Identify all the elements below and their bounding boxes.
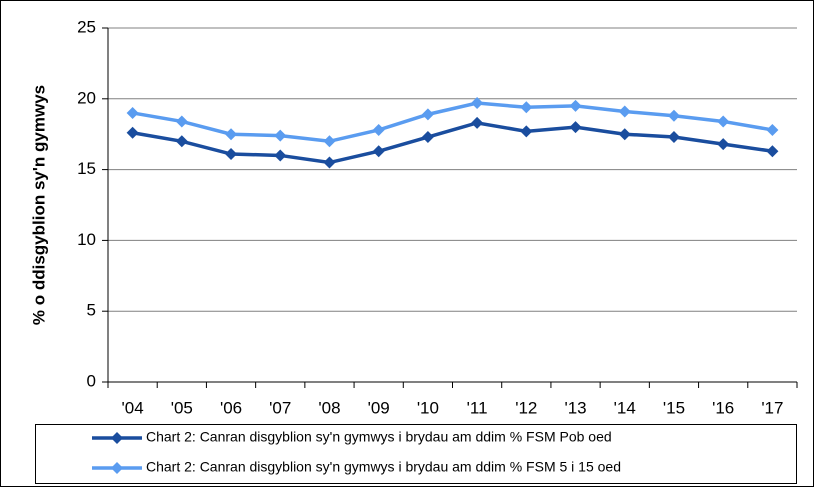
data-point	[667, 131, 680, 144]
y-tick-label: 25	[77, 17, 96, 36]
data-point	[126, 106, 139, 119]
data-point	[667, 109, 680, 122]
y-tick-label: 0	[87, 371, 96, 390]
data-point	[717, 115, 730, 128]
y-tick-label: 20	[77, 88, 96, 107]
x-tick-label: '12	[515, 398, 537, 417]
data-point	[175, 135, 188, 148]
legend-box	[35, 424, 797, 484]
data-point	[618, 105, 631, 118]
data-point	[569, 121, 582, 134]
y-axis-label: % o ddisgyblion sy'n gymwys	[29, 85, 48, 325]
data-point	[175, 115, 188, 128]
data-point	[766, 145, 779, 158]
data-point	[372, 145, 385, 158]
x-tick-label: '14	[614, 398, 636, 417]
data-point	[274, 149, 287, 162]
x-tick-label: '05	[171, 398, 193, 417]
y-tick-label: 10	[77, 230, 96, 249]
x-tick-label: '13	[564, 398, 586, 417]
data-point	[323, 156, 336, 169]
x-tick-label: '10	[417, 398, 439, 417]
x-tick-label: '08	[318, 398, 340, 417]
data-point	[471, 97, 484, 110]
data-point	[618, 128, 631, 141]
data-point	[766, 123, 779, 136]
legend-label: Chart 2: Canran disgyblion sy'n gymwys i…	[146, 459, 621, 475]
data-point	[471, 116, 484, 129]
y-tick-label: 15	[77, 159, 96, 178]
x-tick-label: '15	[663, 398, 685, 417]
data-point	[126, 126, 139, 139]
x-tick-label: '11	[467, 398, 488, 417]
x-tick-label: '16	[712, 398, 734, 417]
x-tick-label: '17	[761, 398, 783, 417]
data-point	[421, 108, 434, 121]
series-line	[132, 121, 773, 165]
data-point	[274, 129, 287, 142]
data-point	[225, 128, 238, 141]
data-point	[569, 99, 582, 112]
data-point	[520, 101, 533, 114]
legend-label: Chart 2: Canran disgyblion sy'n gymwys i…	[146, 429, 612, 445]
x-tick-label: '06	[220, 398, 242, 417]
legend-marker	[111, 462, 123, 474]
y-tick-label: 5	[87, 301, 96, 320]
series-line	[132, 101, 773, 144]
x-tick-label: '09	[368, 398, 390, 417]
x-tick-label: '04	[122, 398, 144, 417]
data-point	[372, 123, 385, 136]
x-tick-label: '07	[269, 398, 291, 417]
legend-marker	[111, 432, 123, 444]
data-point	[717, 138, 730, 151]
data-point	[225, 148, 238, 161]
data-point	[520, 125, 533, 138]
data-point	[323, 135, 336, 148]
data-point	[421, 131, 434, 144]
